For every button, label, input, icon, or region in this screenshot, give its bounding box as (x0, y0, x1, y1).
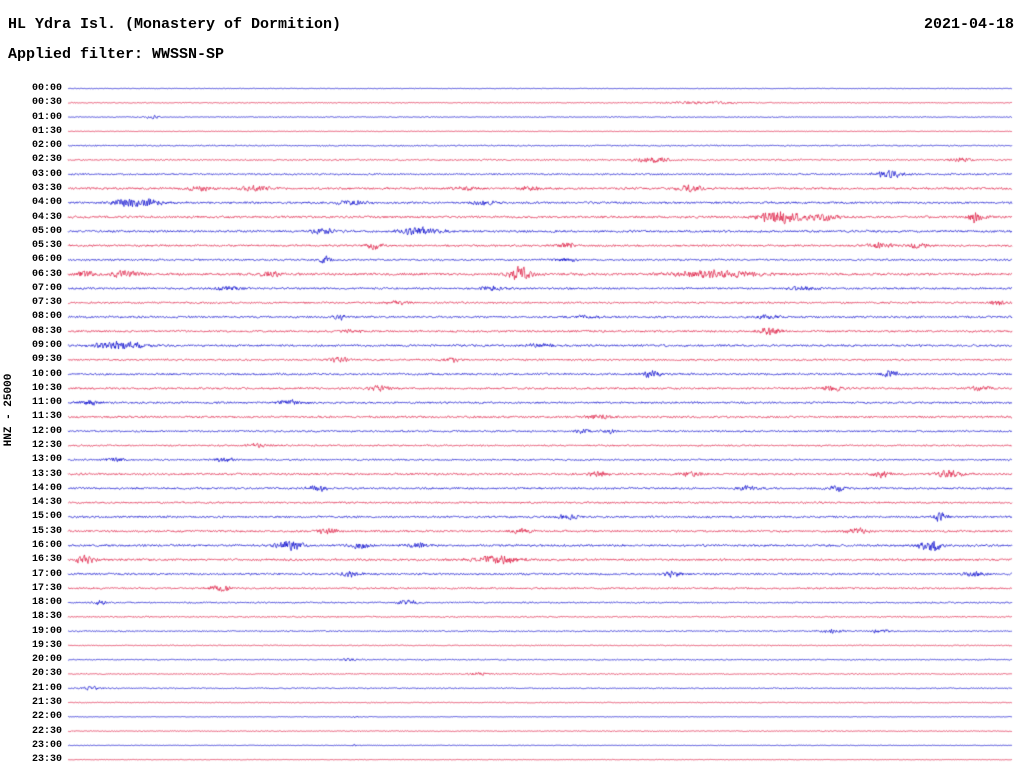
helicorder-page: HL Ydra Isl. (Monastery of Dormition) 20… (0, 0, 1024, 780)
seismogram-traces-canvas (0, 0, 1024, 780)
